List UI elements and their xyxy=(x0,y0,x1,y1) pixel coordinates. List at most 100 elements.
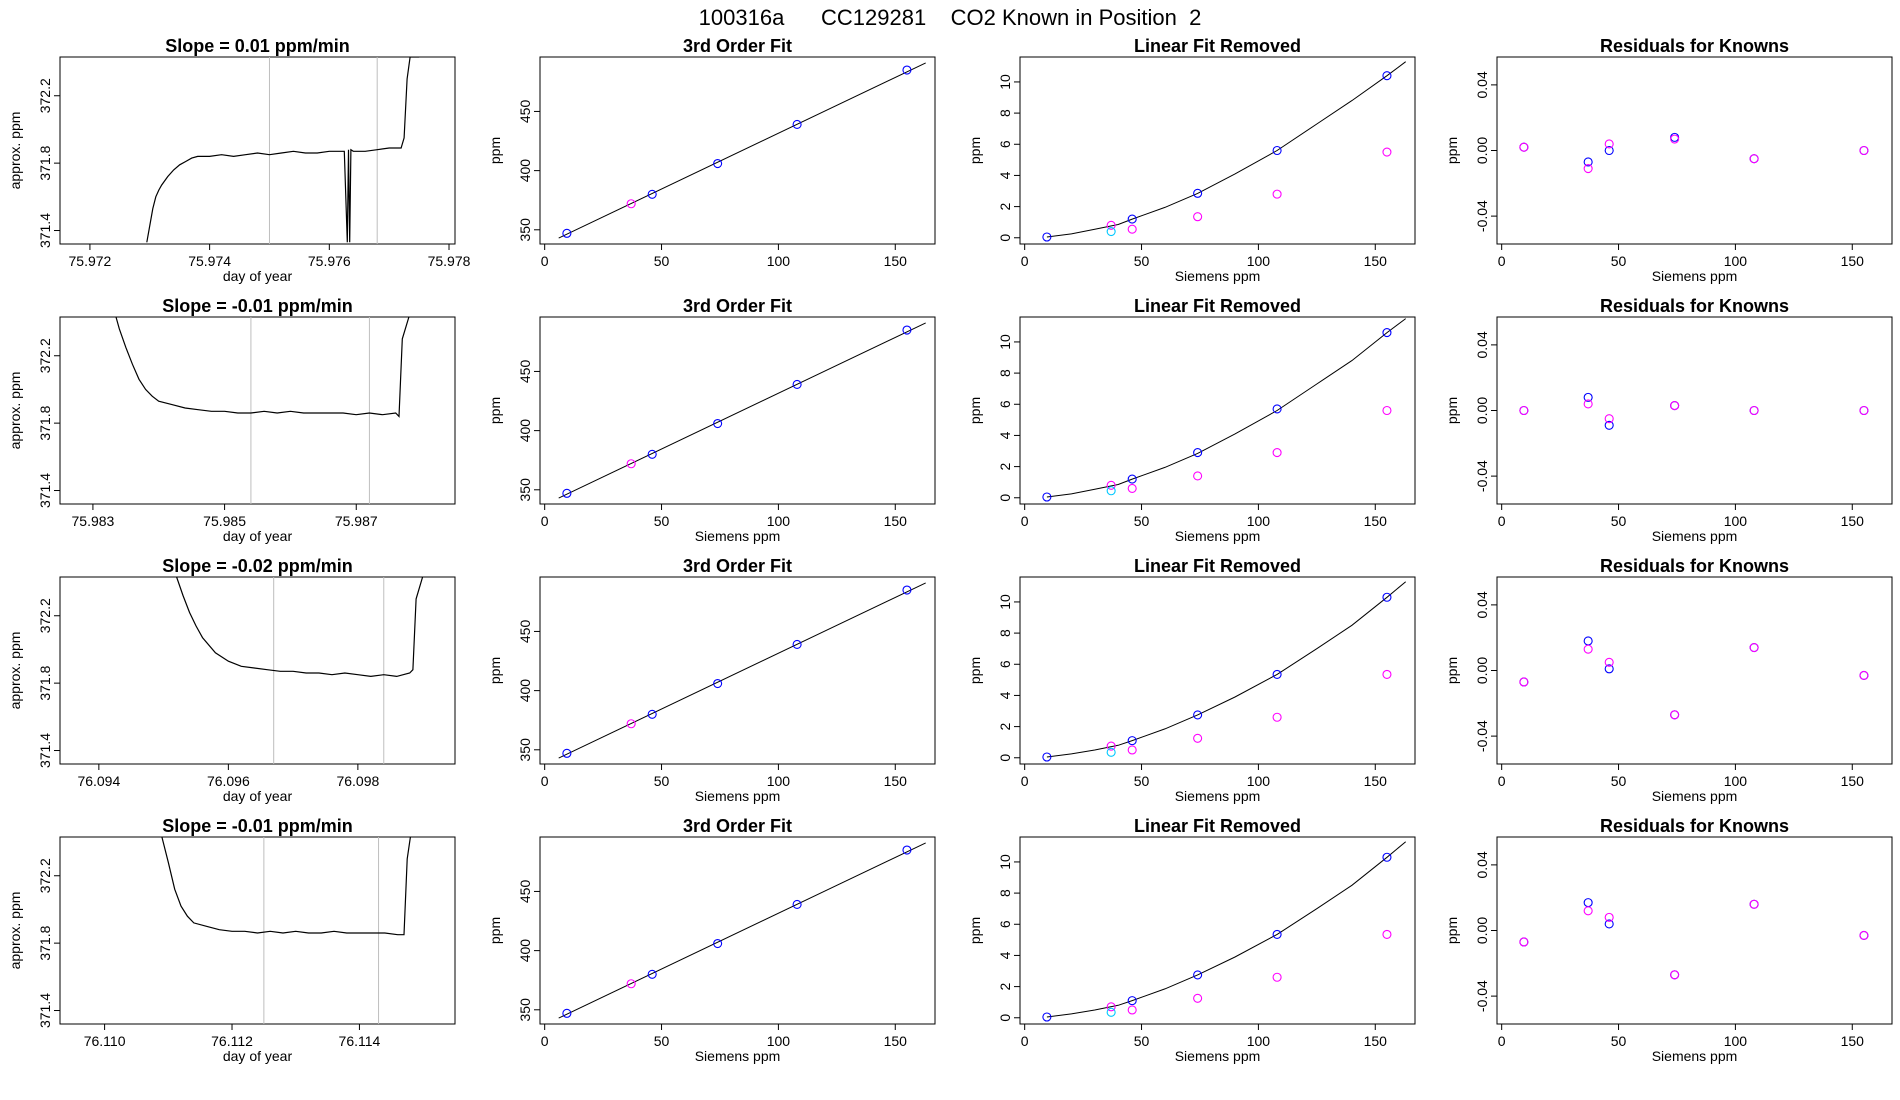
x-tick-label: 100 xyxy=(1724,1033,1748,1049)
data-point xyxy=(1382,71,1392,81)
x-tick-label: 100 xyxy=(1247,1033,1271,1049)
y-tick-label: 371.4 xyxy=(37,993,53,1028)
x-tick-label: 150 xyxy=(1841,513,1865,529)
plot-frame xyxy=(59,316,456,505)
y-tick-label: 372.2 xyxy=(37,858,53,893)
x-tick-label: 0 xyxy=(541,1033,549,1049)
plot-area xyxy=(146,57,420,244)
y-axis-label: ppm xyxy=(487,137,503,164)
y-tick-label: 0 xyxy=(997,1014,1013,1022)
x-tick-label: 75.987 xyxy=(335,513,378,529)
x-tick-label: 100 xyxy=(1247,253,1271,269)
x-axis-label: Siemens ppm xyxy=(1175,268,1261,284)
y-axis-label: ppm xyxy=(967,917,983,944)
y-tick-label: 371.4 xyxy=(37,733,53,768)
data-point xyxy=(1272,448,1282,458)
fit-curve xyxy=(1046,318,1406,498)
plot-frame xyxy=(59,56,456,245)
data-point xyxy=(1042,752,1052,762)
panel-6: 3rd Order Fit 0 50 100 150 350 400 450 Siemens p… xyxy=(487,296,936,544)
data-point xyxy=(1670,401,1680,411)
x-tick-label: 50 xyxy=(1134,773,1150,789)
data-point xyxy=(1519,405,1529,416)
data-point xyxy=(1193,188,1203,198)
data-point xyxy=(1859,405,1869,416)
fit-line xyxy=(558,322,926,499)
x-axis-label: Siemens ppm xyxy=(1175,528,1261,544)
data-point xyxy=(1749,405,1759,416)
x-axis-label: Siemens ppm xyxy=(1175,1048,1261,1064)
x-tick-label: 75.972 xyxy=(69,253,112,269)
y-axis-label: ppm xyxy=(487,397,503,424)
data-point xyxy=(713,158,723,169)
data-point xyxy=(792,119,802,130)
plot-area xyxy=(1042,318,1406,502)
y-tick-label: 2 xyxy=(997,462,1013,470)
plot-area xyxy=(558,842,926,1019)
data-point xyxy=(1583,157,1593,167)
y-tick-label: 350 xyxy=(517,218,533,242)
data-point xyxy=(1604,912,1614,922)
data-point xyxy=(1106,480,1116,490)
data-point xyxy=(1382,328,1392,338)
y-tick-label: 400 xyxy=(517,419,533,443)
panel-title: Residuals for Knowns xyxy=(1600,296,1789,316)
plot-frame xyxy=(1019,836,1416,1025)
data-point xyxy=(1127,214,1137,224)
x-tick-label: 100 xyxy=(767,513,791,529)
data-point xyxy=(1193,970,1203,980)
x-axis-label: day of year xyxy=(223,528,293,544)
fit-line xyxy=(558,842,926,1019)
data-point xyxy=(1382,929,1392,939)
x-tick-label: 150 xyxy=(884,1033,908,1049)
y-tick-label: 6 xyxy=(997,400,1013,408)
y-tick-label: 371.8 xyxy=(37,405,53,440)
data-point xyxy=(1193,733,1203,743)
x-tick-label: 0 xyxy=(1021,513,1029,529)
plot-frame xyxy=(1496,576,1893,765)
data-point xyxy=(1193,448,1203,458)
data-point xyxy=(1193,471,1203,481)
data-point xyxy=(1604,919,1614,929)
panel-grid: Slope = 0.01 ppm/min 75.972 75.974 75.976 75… xyxy=(7,36,1893,1064)
x-tick-label: 50 xyxy=(1611,513,1627,529)
x-axis-label: Siemens ppm xyxy=(695,528,781,544)
data-point xyxy=(562,1008,572,1018)
plot-area xyxy=(1042,581,1407,762)
x-tick-label: 100 xyxy=(767,1033,791,1049)
data-point xyxy=(1382,852,1392,862)
data-point xyxy=(1042,232,1052,242)
x-tick-label: 150 xyxy=(1364,253,1388,269)
y-axis-label: approx. ppm xyxy=(7,892,23,970)
panel-title: Slope = 0.01 ppm/min xyxy=(165,36,350,56)
x-axis-label: Siemens ppm xyxy=(695,1048,781,1064)
x-tick-label: 0 xyxy=(1498,773,1506,789)
y-tick-label: 400 xyxy=(517,159,533,183)
y-tick-label: 0 xyxy=(997,494,1013,502)
y-tick-label: 372.2 xyxy=(37,338,53,373)
y-tick-label: 350 xyxy=(517,738,533,762)
y-tick-label: 10 xyxy=(997,594,1013,610)
x-tick-label: 0 xyxy=(541,773,549,789)
x-tick-label: 75.974 xyxy=(188,253,231,269)
plot-area xyxy=(1519,132,1869,174)
x-tick-label: 150 xyxy=(1364,513,1388,529)
plot-area xyxy=(1042,841,1407,1022)
panel-title: Residuals for Knowns xyxy=(1600,36,1789,56)
data-point xyxy=(1127,996,1137,1006)
panel-title: Residuals for Knowns xyxy=(1600,816,1789,836)
x-tick-label: 50 xyxy=(1611,1033,1627,1049)
plot-area xyxy=(1519,392,1869,430)
panel-10: 3rd Order Fit 0 50 100 150 350 400 450 Siemens p… xyxy=(487,556,936,804)
x-axis-label: Siemens ppm xyxy=(1652,528,1738,544)
plot-frame xyxy=(1019,576,1416,765)
x-axis-label: day of year xyxy=(223,788,293,804)
data-point xyxy=(1749,154,1759,164)
data-point xyxy=(792,899,802,910)
x-tick-label: 50 xyxy=(1611,253,1627,269)
x-tick-label: 75.978 xyxy=(428,253,471,269)
data-point xyxy=(1272,712,1282,722)
data-point xyxy=(1382,669,1392,679)
y-tick-label: 2 xyxy=(997,722,1013,730)
